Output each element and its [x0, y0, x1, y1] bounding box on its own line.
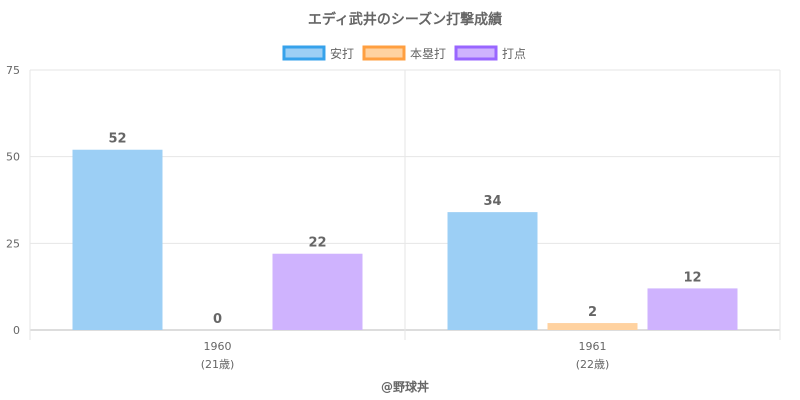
y-tick-label: 75	[6, 64, 20, 77]
bar-安打-1960	[72, 149, 163, 330]
data-label: 22	[308, 236, 326, 251]
x-tick-label-year: 1961	[579, 340, 607, 353]
data-label: 0	[213, 312, 222, 327]
y-tick-label: 0	[13, 324, 20, 337]
bar-安打-1961	[447, 212, 538, 330]
axes: 0 25 50 75 1960 (21歳) 1961 (22歳)	[6, 64, 609, 371]
bar-打点-1960	[272, 253, 363, 330]
legend-swatch-本塁打	[362, 45, 406, 61]
data-label: 34	[483, 194, 501, 209]
x-tick-label-age: (21歳)	[201, 358, 235, 371]
data-label: 2	[588, 305, 597, 320]
legend-label-打点: 打点	[502, 47, 526, 61]
y-tick-label: 25	[6, 237, 20, 250]
legend: 安打 本塁打 打点	[282, 45, 526, 61]
data-label: 12	[683, 270, 701, 285]
y-tick-label: 50	[6, 151, 20, 164]
legend-swatch-安打	[282, 45, 326, 61]
bar-本塁打-1961	[547, 323, 638, 330]
legend-label-安打: 安打	[330, 46, 354, 61]
bar-打点-1961	[647, 288, 738, 330]
x-tick-label-age: (22歳)	[576, 358, 610, 371]
legend-label-本塁打: 本塁打	[410, 47, 446, 61]
data-label: 52	[108, 132, 126, 147]
data-labels: 52 0 22 34 2 12	[108, 132, 701, 327]
bars	[72, 149, 738, 330]
chart-title: エディ武井のシーズン打撃成績	[308, 11, 502, 28]
legend-swatch-打点	[454, 45, 498, 61]
credit: @野球丼	[381, 379, 429, 394]
x-tick-label-year: 1960	[204, 340, 232, 353]
